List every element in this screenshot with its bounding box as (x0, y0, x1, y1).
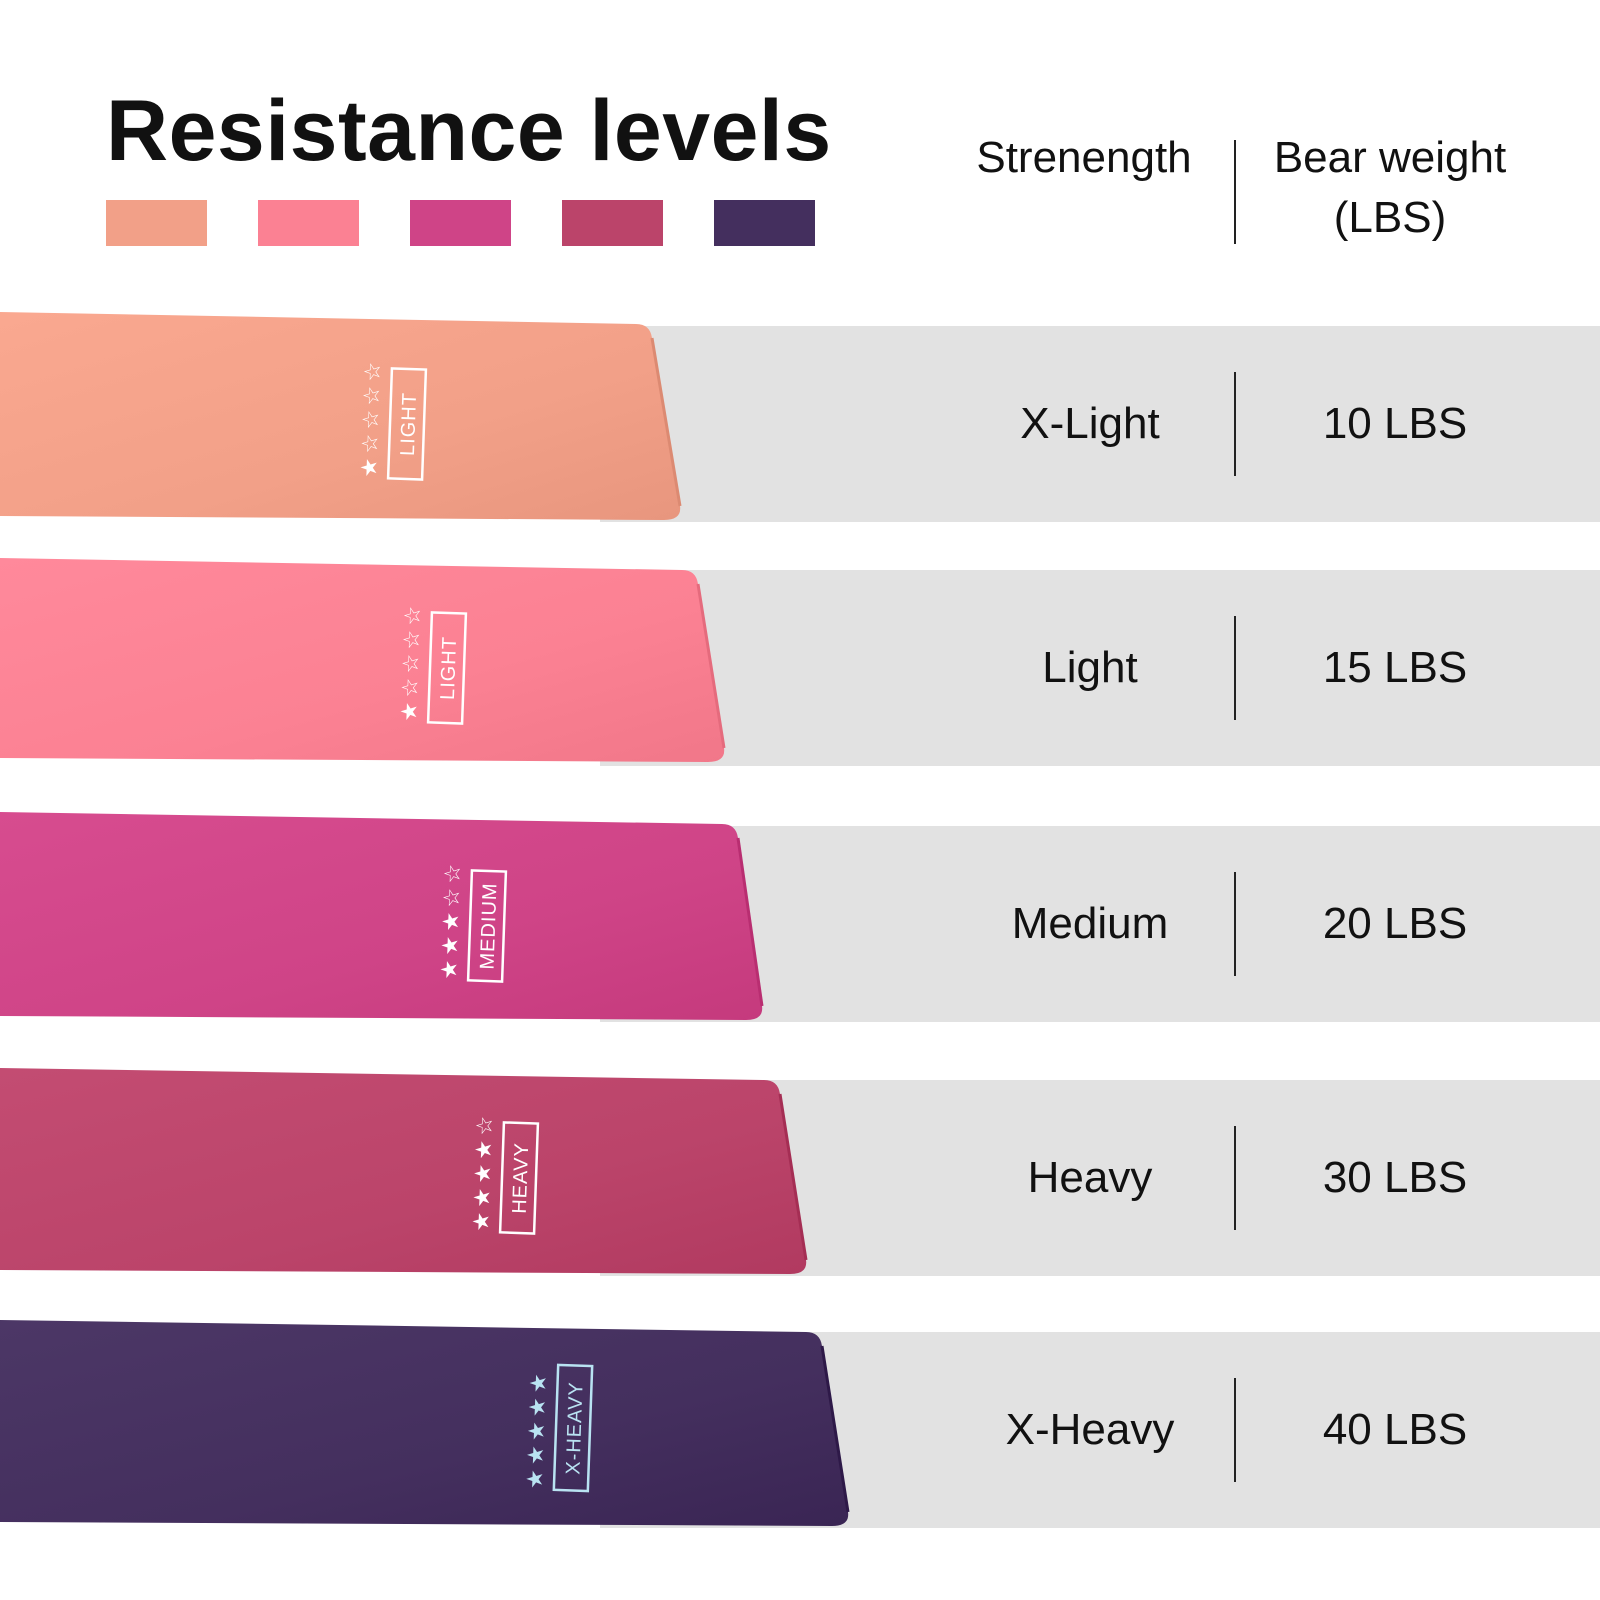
weight-cell: 10 LBS (1322, 399, 1468, 448)
resistance-row-x-heavy: X-HEAVY ★ ★ ★ ★ ★ X-Heavy 40 LBS (0, 1320, 1600, 1528)
band-image-x-light: LIGHT ★ ☆ ☆ ☆ ☆ (0, 312, 682, 520)
row-divider (1234, 1126, 1236, 1230)
star-filled-icon: ★ (525, 1421, 551, 1442)
star-outline-icon: ☆ (360, 361, 386, 382)
band-image-heavy: HEAVY ★ ★ ★ ★ ☆ (0, 1068, 808, 1274)
header-bear-weight-line1: Bear weight (1273, 133, 1507, 182)
band-edge (696, 583, 726, 749)
weight-cell: 40 LBS (1322, 1405, 1468, 1454)
band-shape (0, 1320, 849, 1526)
row-background (600, 826, 1600, 1022)
row-divider (1234, 1378, 1236, 1482)
star-outline-icon: ☆ (472, 1115, 498, 1136)
band-label-group: HEAVY ★ ★ ★ ★ ☆ (469, 1115, 540, 1235)
band-shape (0, 558, 725, 762)
swatch-medium (410, 200, 511, 246)
band-shape (0, 1068, 807, 1274)
star-outline-icon: ☆ (398, 677, 424, 698)
row-divider (1234, 372, 1236, 476)
color-swatches (106, 200, 826, 246)
band-label-box (426, 611, 468, 725)
band-shape (0, 812, 763, 1020)
band-label-text: LIGHT (437, 636, 461, 701)
star-filled-icon: ★ (397, 701, 423, 722)
resistance-row-x-light: LIGHT ★ ☆ ☆ ☆ ☆ X-Light 10 LBS (0, 312, 1600, 522)
row-divider (1234, 616, 1236, 720)
band-image-medium: MEDIUM ★ ★ ★ ☆ ☆ (0, 812, 764, 1020)
resistance-row-medium: MEDIUM ★ ★ ★ ☆ ☆ Medium 20 LBS (0, 812, 1600, 1022)
star-filled-icon: ★ (469, 1211, 495, 1232)
star-outline-icon: ☆ (440, 887, 466, 908)
band-label-box (552, 1363, 594, 1493)
band-label-box (498, 1121, 540, 1235)
star-outline-icon: ☆ (400, 605, 426, 626)
weight-cell: 30 LBS (1322, 1153, 1468, 1202)
strength-cell: X-Light (1020, 399, 1160, 448)
star-filled-icon: ★ (525, 1397, 551, 1418)
star-filled-icon: ★ (437, 959, 463, 980)
swatch-x-light (106, 200, 207, 246)
star-outline-icon: ☆ (360, 385, 386, 406)
row-background (600, 570, 1600, 766)
page-title: Resistance levels (106, 83, 832, 179)
star-filled-icon: ★ (524, 1445, 550, 1466)
star-outline-icon: ☆ (358, 433, 384, 454)
star-outline-icon: ☆ (359, 409, 385, 430)
star-filled-icon: ★ (526, 1373, 552, 1394)
band-image-x-heavy: X-HEAVY ★ ★ ★ ★ ★ (0, 1320, 850, 1526)
star-outline-icon: ☆ (400, 629, 426, 650)
strength-cell: Light (1042, 643, 1138, 692)
star-outline-icon: ☆ (399, 653, 425, 674)
band-edge (820, 1345, 850, 1513)
band-label-text: X-HEAVY (562, 1381, 587, 1475)
swatch-x-heavy (714, 200, 815, 246)
star-filled-icon: ★ (470, 1187, 496, 1208)
band-edge (778, 1093, 808, 1261)
resistance-row-heavy: HEAVY ★ ★ ★ ★ ☆ Heavy 30 LBS (0, 1068, 1600, 1276)
strength-cell: X-Heavy (1005, 1405, 1175, 1454)
star-filled-icon: ★ (357, 457, 383, 478)
band-label-box (386, 367, 428, 481)
band-label-group: X-HEAVY ★ ★ ★ ★ ★ (523, 1363, 594, 1493)
band-label-text: HEAVY (509, 1142, 533, 1214)
weight-cell: 15 LBS (1322, 643, 1468, 692)
band-edge (650, 337, 682, 507)
resistance-row-light: LIGHT ★ ☆ ☆ ☆ ☆ Light 15 LBS (0, 558, 1600, 766)
header-divider (1234, 140, 1236, 244)
band-label-group: LIGHT ★ ☆ ☆ ☆ ☆ (397, 605, 468, 725)
star-filled-icon: ★ (471, 1163, 497, 1184)
swatch-heavy (562, 200, 663, 246)
swatch-light (258, 200, 359, 246)
row-divider (1234, 872, 1236, 976)
star-filled-icon: ★ (439, 911, 465, 932)
band-label-group: LIGHT ★ ☆ ☆ ☆ ☆ (357, 361, 428, 481)
band-label-text: MEDIUM (476, 882, 501, 970)
strength-cell: Heavy (1027, 1153, 1153, 1202)
star-filled-icon: ★ (472, 1139, 498, 1160)
header-bear-weight-unit: (LBS) (1333, 193, 1447, 242)
band-label-box (466, 869, 508, 983)
star-filled-icon: ★ (438, 935, 464, 956)
band-shape (0, 312, 681, 520)
band-edge (736, 837, 764, 1007)
star-outline-icon: ☆ (440, 863, 466, 884)
header-bear-weight: Bear weight (LBS) (1240, 128, 1540, 248)
weight-cell: 20 LBS (1322, 899, 1468, 948)
row-background (600, 326, 1600, 522)
band-image-light: LIGHT ★ ☆ ☆ ☆ ☆ (0, 558, 726, 762)
band-label-text: LIGHT (397, 392, 421, 457)
star-filled-icon: ★ (523, 1469, 549, 1490)
header-strength: Strenength (976, 133, 1192, 182)
band-label-group: MEDIUM ★ ★ ★ ☆ ☆ (437, 863, 508, 983)
strength-cell: Medium (1011, 899, 1169, 948)
